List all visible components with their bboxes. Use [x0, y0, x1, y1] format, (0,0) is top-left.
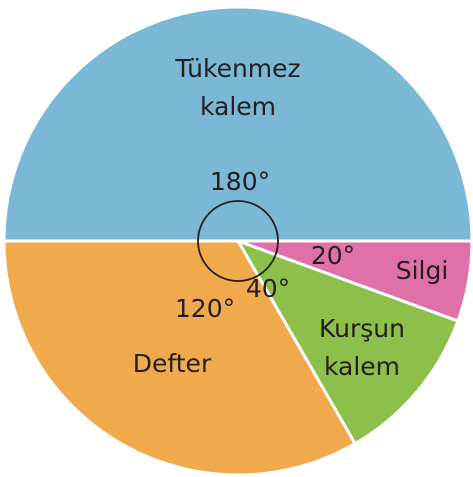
value-label: 40°: [246, 274, 290, 303]
pie-slice: [236, 239, 460, 446]
category-label: Tükenmez kalem: [174, 54, 300, 121]
value-label: 180°: [210, 167, 270, 196]
category-label: Silgi: [396, 256, 449, 285]
category-label: Kurşun kalem: [319, 314, 405, 381]
value-label: 120°: [175, 294, 235, 323]
category-label: Defter: [133, 349, 212, 378]
pie-slice: [2, 5, 473, 243]
value-label: 20°: [311, 241, 355, 270]
angle-marker: [197, 200, 279, 282]
slices: [2, 5, 473, 477]
pie-slice: [2, 239, 357, 477]
